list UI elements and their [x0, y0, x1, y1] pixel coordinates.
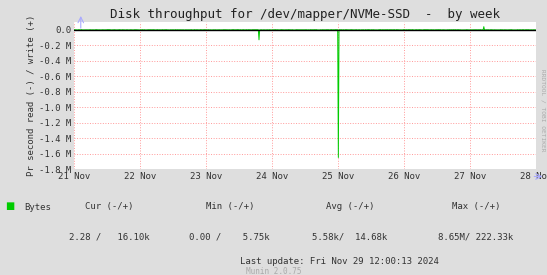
Text: Avg (-/+): Avg (-/+) [326, 202, 374, 211]
Text: 0.00 /    5.75k: 0.00 / 5.75k [189, 232, 270, 241]
Text: 5.58k/  14.68k: 5.58k/ 14.68k [312, 232, 388, 241]
Text: RRDTOOL / TOBI OETIKER: RRDTOOL / TOBI OETIKER [541, 69, 546, 151]
Text: 8.65M/ 222.33k: 8.65M/ 222.33k [438, 232, 514, 241]
Text: Bytes: Bytes [25, 204, 51, 212]
Text: 2.28 /   16.10k: 2.28 / 16.10k [69, 232, 150, 241]
Text: Munin 2.0.75: Munin 2.0.75 [246, 267, 301, 275]
Text: Cur (-/+): Cur (-/+) [85, 202, 133, 211]
Text: Max (-/+): Max (-/+) [452, 202, 500, 211]
Text: Min (-/+): Min (-/+) [206, 202, 254, 211]
Y-axis label: Pr second read (-) / write (+): Pr second read (-) / write (+) [27, 15, 36, 176]
Text: Last update: Fri Nov 29 12:00:13 2024: Last update: Fri Nov 29 12:00:13 2024 [240, 257, 439, 266]
Text: ■: ■ [5, 201, 15, 211]
Title: Disk throughput for /dev/mapper/NVMe-SSD  -  by week: Disk throughput for /dev/mapper/NVMe-SSD… [110, 8, 500, 21]
